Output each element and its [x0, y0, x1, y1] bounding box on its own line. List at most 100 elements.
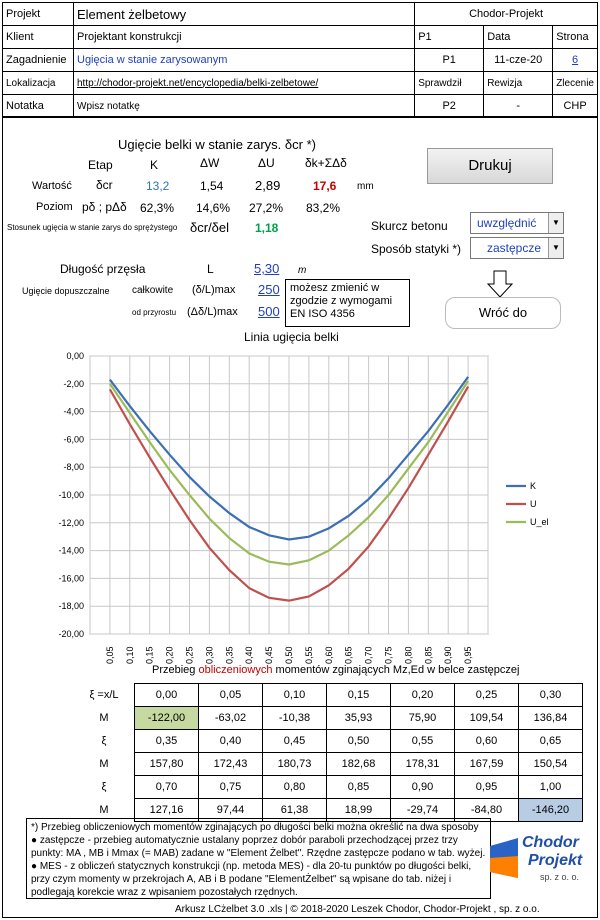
x-tick-label: 0,30	[204, 646, 214, 664]
moments-cell[interactable]: 0,45	[262, 729, 327, 753]
print-button[interactable]: Drukuj	[427, 148, 553, 184]
rewizja-value: -	[483, 94, 554, 118]
x-tick-label: 0,35	[224, 646, 234, 664]
przyrost-label: od przyrostu	[132, 308, 177, 317]
projekt-label: Projekt	[2, 2, 74, 26]
y-tick-label: -4,00	[63, 407, 84, 417]
x-tick-label: 0,65	[344, 646, 354, 664]
moments-cell[interactable]: 0,35	[134, 729, 199, 753]
moments-cell[interactable]: 0,30	[518, 683, 583, 707]
x-tick-label: 0,10	[125, 646, 135, 664]
statyka-select[interactable]: zastępcze ▼	[470, 237, 564, 259]
moments-cell[interactable]: 0,90	[390, 775, 455, 799]
moments-cell[interactable]: 0,10	[262, 683, 327, 707]
dlugosc-value[interactable]: 5,30	[254, 261, 280, 276]
footnote-box: *) Przebieg obliczeniowych momentów zgin…	[26, 818, 491, 899]
moments-cell[interactable]: 182,68	[326, 752, 391, 776]
logo-line2: Projekt	[528, 852, 583, 869]
moments-cell[interactable]: 0,65	[518, 729, 583, 753]
moments-cell[interactable]: 0,25	[454, 683, 519, 707]
legend-label-u: U	[530, 499, 537, 509]
moments-cell[interactable]: 0,70	[134, 775, 199, 799]
chevron-down-icon[interactable]: ▼	[548, 238, 563, 258]
moments-cell[interactable]: -146,20	[518, 798, 583, 822]
footnote-line3: ● MES - z obliczeń statycznych konstrukc…	[31, 861, 472, 898]
data-label: Data	[483, 25, 554, 49]
moments-cell[interactable]: 0,95	[454, 775, 519, 799]
moments-cell[interactable]: 0,50	[326, 729, 391, 753]
moments-row-header: M	[99, 804, 109, 816]
moments-cell[interactable]: 0,75	[198, 775, 263, 799]
moments-cell[interactable]: 150,54	[518, 752, 583, 776]
col-sum: δk+ΣΔδ	[305, 156, 347, 170]
calkowite-value[interactable]: 250	[258, 282, 280, 297]
wartosc-k: 13,2	[146, 179, 170, 193]
moments-cell[interactable]: 178,31	[390, 752, 455, 776]
p1-value: P1	[414, 48, 485, 72]
moments-cell[interactable]: 157,80	[134, 752, 199, 776]
rewizja-label: Rewizja	[483, 71, 554, 95]
chevron-down-icon[interactable]: ▼	[548, 213, 563, 233]
moments-cell[interactable]: 167,59	[454, 752, 519, 776]
moments-cell[interactable]: 75,90	[390, 706, 455, 730]
y-tick-label: -10,00	[58, 490, 84, 500]
stosunek-value: 1,18	[255, 221, 279, 235]
y-tick-label: -12,00	[58, 518, 84, 528]
moments-cell[interactable]: 0,40	[198, 729, 263, 753]
moments-cell[interactable]: 1,00	[518, 775, 583, 799]
moments-cell[interactable]: 0,15	[326, 683, 391, 707]
notatka-value[interactable]: Wpisz notatkę	[72, 94, 416, 118]
projekt-value[interactable]: Element żelbetowy	[72, 2, 416, 26]
moments-cell[interactable]: 136,84	[518, 706, 583, 730]
zagadnienie-label: Zagadnienie	[2, 48, 74, 72]
lokalizacja-url[interactable]: http://chodor-projekt.net/encyclopedia/b…	[77, 77, 319, 89]
x-tick-label: 0,25	[185, 646, 195, 664]
moments-cell[interactable]: 172,43	[198, 752, 263, 776]
moments-cell[interactable]: 109,54	[454, 706, 519, 730]
y-tick-label: -14,00	[58, 546, 84, 556]
dlugosc-label: Długość przęsła	[60, 262, 146, 276]
moments-cell[interactable]: -10,38	[262, 706, 327, 730]
strona-value[interactable]: 6	[552, 48, 598, 72]
zlecenie-label: Zlecenie	[552, 71, 598, 95]
x-tick-label: 0,20	[165, 646, 175, 664]
x-tick-label: 0,90	[443, 646, 453, 664]
moments-title-post: momentów zginających Mz,Ed w belce zastę…	[272, 664, 520, 676]
zagadnienie-value[interactable]: Ugięcia w stanie zarysowanym	[72, 48, 416, 72]
legend-label-u_el: U_el	[530, 517, 549, 527]
row-poziom-label: Poziom	[36, 201, 73, 213]
norm-note: możesz zmienić w zgodzie z wymogami EN I…	[285, 279, 410, 327]
stosunek-symbol: δcr/δel	[190, 220, 230, 235]
deflection-chart: 0,00 -2,00 -4,00 -6,00 -8,00 -10,00 -12,00 -14,…	[58, 351, 549, 664]
row-poziom-symbol: pδ ; pΔδ	[82, 200, 127, 214]
row-stosunek-label: Stosunek ugięcia w stanie zarys do spręż…	[7, 223, 178, 232]
moments-row: ξ 0,35 0,40 0,45 0,50 0,55 0,60 0,65	[74, 729, 583, 753]
moments-row-header: ξ =x/L	[89, 689, 119, 701]
x-tick-label: 0,70	[364, 646, 374, 664]
moments-cell[interactable]: 0,80	[262, 775, 327, 799]
moments-cell[interactable]: 0,00	[134, 683, 199, 707]
footnote-line1: *) Przebieg obliczeniowych momentów zgin…	[31, 822, 479, 833]
data-value: 11-cze-20	[483, 48, 554, 72]
moments-cell[interactable]: -122,00	[134, 706, 199, 730]
calkowite-symbol: (δ/L)max	[192, 284, 236, 296]
moments-cell[interactable]: -63,02	[198, 706, 263, 730]
przyrost-value[interactable]: 500	[258, 304, 280, 319]
moments-cell[interactable]: 0,55	[390, 729, 455, 753]
klient-value[interactable]: Projektant konstrukcji	[72, 25, 416, 49]
notatka-label: Notatka	[2, 94, 74, 118]
skurcz-label: Skurcz betonu	[371, 219, 448, 233]
lokalizacja-link[interactable]: http://chodor-projekt.net/encyclopedia/b…	[72, 71, 416, 95]
moments-cell[interactable]: 0,60	[454, 729, 519, 753]
moments-cell[interactable]: 180,73	[262, 752, 327, 776]
back-button[interactable]: Wróć do	[445, 297, 561, 329]
moments-cell[interactable]: 0,05	[198, 683, 263, 707]
header-table: Projekt Element żelbetowy Chodor-Projekt…	[2, 2, 598, 118]
klient-label: Klient	[2, 25, 74, 49]
p1-label: P1	[414, 25, 485, 49]
y-tick-label: -16,00	[58, 573, 84, 583]
skurcz-select[interactable]: uwzględnić ▼	[470, 212, 564, 234]
moments-cell[interactable]: 0,85	[326, 775, 391, 799]
moments-cell[interactable]: 0,20	[390, 683, 455, 707]
moments-cell[interactable]: 35,93	[326, 706, 391, 730]
